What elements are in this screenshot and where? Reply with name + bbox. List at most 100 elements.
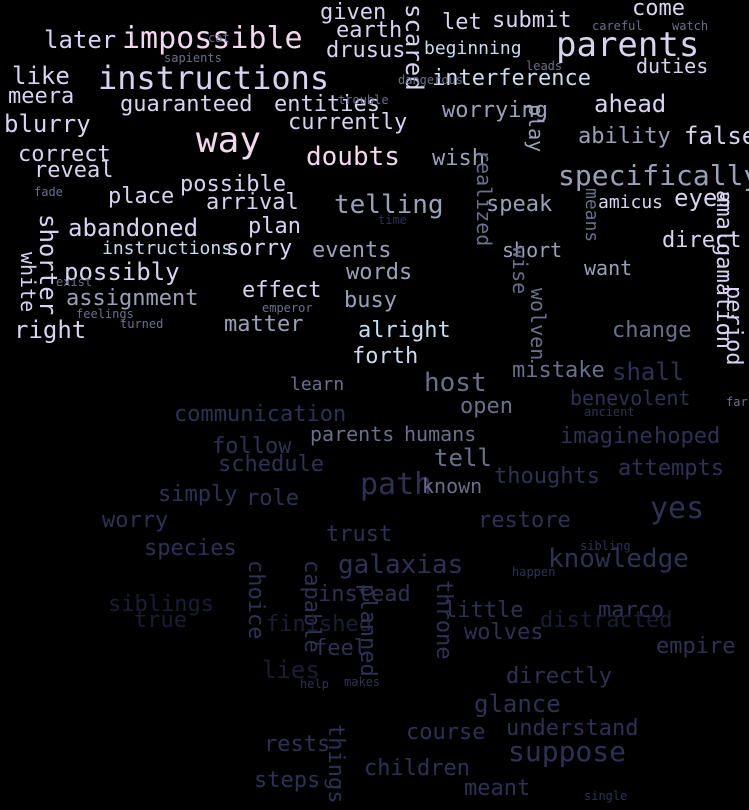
cloud-word: communication xyxy=(174,402,347,427)
cloud-word: parents xyxy=(310,422,395,446)
cloud-word: cat xyxy=(208,31,230,45)
cloud-word: children xyxy=(364,756,470,781)
cloud-word: path xyxy=(360,467,433,502)
cloud-word: steps xyxy=(254,768,321,793)
cloud-word: lies xyxy=(262,656,320,684)
cloud-word: entities xyxy=(274,92,380,117)
cloud-word: planned xyxy=(355,584,380,677)
cloud-word: duties xyxy=(636,54,709,78)
cloud-word: come xyxy=(632,0,685,21)
cloud-word: help xyxy=(300,677,329,691)
cloud-word: wish xyxy=(432,146,485,171)
cloud-word: right xyxy=(14,316,87,344)
cloud-word: plan xyxy=(248,214,301,239)
cloud-word: suppose xyxy=(508,735,627,768)
cloud-word: knowledge xyxy=(548,544,689,574)
cloud-word: turned xyxy=(120,317,164,331)
cloud-word: busy xyxy=(344,288,397,313)
cloud-word: drusus xyxy=(326,38,406,63)
cloud-word: makes xyxy=(344,675,381,689)
cloud-word: way xyxy=(196,120,262,161)
cloud-word: wolves xyxy=(464,620,544,645)
cloud-word: change xyxy=(612,318,692,343)
cloud-word: wolven xyxy=(526,288,550,361)
cloud-word: events xyxy=(312,238,392,263)
cloud-word: impossible xyxy=(122,21,303,56)
cloud-word: sorry xyxy=(226,236,293,261)
cloud-word: trust xyxy=(326,522,393,547)
cloud-word: meera xyxy=(8,84,75,109)
cloud-word: alright xyxy=(358,318,451,343)
cloud-word: feelings xyxy=(76,307,134,321)
cloud-word: hoped xyxy=(654,424,721,449)
cloud-word: galaxias xyxy=(338,550,464,580)
cloud-word: little xyxy=(444,598,524,623)
cloud-word: glance xyxy=(474,690,561,718)
cloud-word: schedule xyxy=(218,452,324,477)
cloud-word: blurry xyxy=(4,110,91,138)
cloud-word: false xyxy=(684,122,749,150)
cloud-word: leads xyxy=(526,59,563,73)
cloud-word: choice xyxy=(243,560,268,640)
cloud-word: ancient xyxy=(584,405,635,419)
cloud-word: species xyxy=(144,536,237,561)
cloud-word: attempts xyxy=(618,456,724,481)
cloud-word: role xyxy=(246,486,299,511)
cloud-word: true xyxy=(134,608,187,633)
cloud-word: worrying xyxy=(442,98,548,123)
cloud-word: speak xyxy=(486,192,553,217)
cloud-word: mistake xyxy=(512,358,605,383)
cloud-word: reveal xyxy=(34,158,114,183)
cloud-word: directly xyxy=(506,664,612,689)
cloud-word: marco xyxy=(598,598,665,623)
cloud-word: ability xyxy=(578,124,671,149)
cloud-word: want xyxy=(584,256,633,280)
cloud-word: arrival xyxy=(206,190,299,215)
cloud-word: happen xyxy=(512,565,556,579)
cloud-word: forth xyxy=(352,344,419,369)
cloud-word: realized xyxy=(472,150,496,247)
cloud-word: feel xyxy=(314,636,367,661)
cloud-word: simply xyxy=(158,482,238,507)
cloud-word: amicus xyxy=(598,192,664,213)
cloud-word: meant xyxy=(464,776,531,801)
cloud-word: earth xyxy=(336,18,403,43)
cloud-word: telling xyxy=(334,190,444,220)
cloud-word: words xyxy=(346,260,413,285)
cloud-word: direct xyxy=(662,228,742,253)
cloud-word: parents xyxy=(556,25,700,65)
cloud-word: follow xyxy=(212,434,292,459)
cloud-word: correct xyxy=(18,142,111,167)
cloud-word: place xyxy=(108,184,175,209)
cloud-word: sibling xyxy=(580,539,631,553)
cloud-word: period xyxy=(721,286,746,366)
cloud-word: learn xyxy=(290,374,345,395)
cloud-word: sapients xyxy=(164,51,222,65)
cloud-word: watch xyxy=(672,19,709,33)
cloud-word: white xyxy=(16,252,40,313)
cloud-word: rests xyxy=(264,732,331,757)
cloud-word: interference xyxy=(432,66,591,91)
cloud-word: currently xyxy=(288,110,408,135)
cloud-word: host xyxy=(424,368,487,398)
cloud-word: assignment xyxy=(66,286,199,311)
cloud-word: instructions xyxy=(98,59,330,97)
cloud-word: throne xyxy=(431,580,456,660)
cloud-word: possible xyxy=(180,172,286,197)
cloud-word: far xyxy=(726,395,748,409)
cloud-word: trouble xyxy=(338,93,389,107)
cloud-word: finished xyxy=(266,612,372,637)
cloud-word: open xyxy=(460,394,513,419)
cloud-word: siblings xyxy=(108,592,214,617)
cloud-word: beginning xyxy=(424,38,522,59)
cloud-word: wise xyxy=(508,246,532,295)
cloud-word: possibly xyxy=(64,258,180,286)
cloud-word: instructions xyxy=(102,238,233,259)
cloud-word: careful xyxy=(592,19,643,33)
cloud-word: fade xyxy=(34,185,63,199)
cloud-word: exist xyxy=(56,275,93,289)
cloud-word: eyes xyxy=(674,184,732,212)
cloud-word: given xyxy=(320,0,387,25)
cloud-word: tell xyxy=(434,444,492,472)
cloud-word: yes xyxy=(650,491,705,526)
